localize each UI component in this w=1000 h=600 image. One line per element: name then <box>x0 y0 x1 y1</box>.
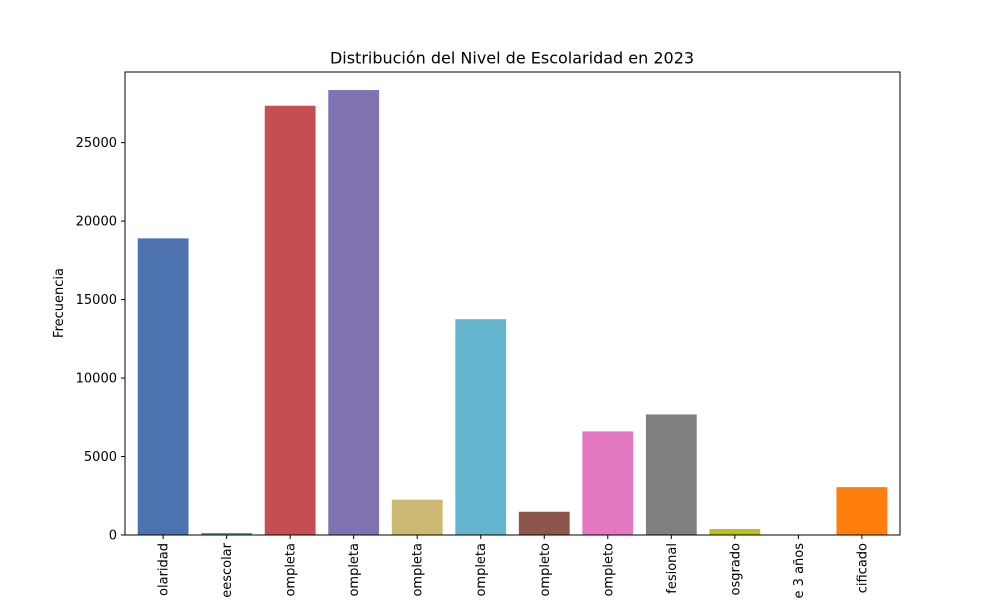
y-tick-label: 25000 <box>76 136 117 151</box>
x-tick-label: ompleta <box>284 543 299 597</box>
bar <box>645 414 697 535</box>
y-axis: 0 5000 10000 15000 20000 25000 <box>76 136 125 544</box>
bar <box>201 532 253 535</box>
bar <box>137 238 189 535</box>
x-tick-label: olaridad <box>157 543 172 596</box>
bar <box>264 105 316 536</box>
y-axis-label: Frecuencia <box>52 268 67 338</box>
bars <box>137 90 888 536</box>
x-tick-label: ompleta <box>411 543 426 597</box>
bar <box>391 499 443 535</box>
x-tick-label: ompleto <box>601 543 616 597</box>
bar <box>836 487 888 535</box>
y-tick-label: 20000 <box>76 215 117 230</box>
chart-title: Distribución del Nivel de Escolaridad en… <box>330 49 694 68</box>
x-tick-label: ompleto <box>538 543 553 597</box>
x-axis: olaridad eescolar ompleta ompleta ompleta omp… <box>157 535 870 599</box>
bar <box>582 431 634 535</box>
x-tick-label: e 3 años <box>792 543 807 599</box>
bar <box>709 529 761 535</box>
y-tick-label: 15000 <box>76 293 117 308</box>
plot-frame <box>124 71 901 536</box>
y-tick-label: 10000 <box>76 372 117 387</box>
x-tick-label: ompleta <box>347 543 362 597</box>
x-tick-label: cificado <box>855 543 870 593</box>
x-tick-label: osgrado <box>728 543 743 596</box>
x-tick-label: fesional <box>665 543 680 594</box>
y-tick-label: 5000 <box>84 450 117 465</box>
x-tick-label: ompleta <box>474 543 489 597</box>
x-tick-label: eescolar <box>220 542 235 597</box>
y-tick-label: 0 <box>109 529 117 544</box>
bar <box>455 319 507 535</box>
bar <box>328 90 380 536</box>
bar <box>518 511 570 535</box>
